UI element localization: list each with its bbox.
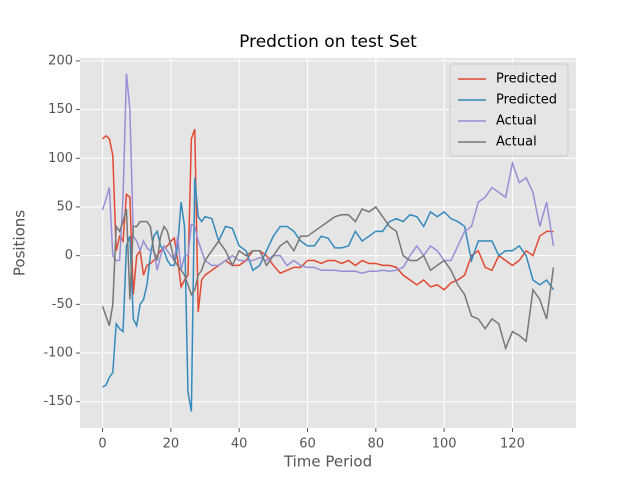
y-axis-label: Positions	[11, 210, 29, 276]
x-tick-label: 120	[500, 437, 525, 452]
series-line	[102, 177, 555, 412]
x-tick-label: 60	[299, 437, 316, 452]
y-tick-label: 0	[65, 248, 73, 263]
legend-label: Predicted	[496, 72, 557, 87]
x-tick-label: 80	[368, 437, 385, 452]
legend-label: Actual	[496, 114, 537, 129]
x-tick-label: 0	[98, 437, 106, 452]
y-tick-label: 150	[48, 102, 73, 117]
series-line	[101, 205, 555, 351]
legend-label: Actual	[496, 135, 537, 150]
x-axis-label: Time Period	[283, 453, 372, 471]
legend: Predicted Predicted Actual Actual	[449, 63, 569, 157]
legend-label: Predicted	[496, 93, 557, 108]
x-tick-label: 40	[231, 437, 248, 452]
chart-title: Predction on test Set	[239, 32, 417, 52]
y-tick-label: -100	[43, 346, 73, 361]
series-line	[101, 73, 555, 274]
x-tick-label: 100	[432, 437, 457, 452]
x-tick-label: 20	[163, 437, 180, 452]
y-tick-label: 50	[56, 199, 73, 214]
legend-box	[449, 63, 569, 157]
y-tick-label: -50	[52, 297, 73, 312]
y-tick-label: 100	[48, 151, 73, 166]
y-tick-label: -150	[43, 394, 73, 409]
y-tick-label: 200	[48, 53, 73, 68]
